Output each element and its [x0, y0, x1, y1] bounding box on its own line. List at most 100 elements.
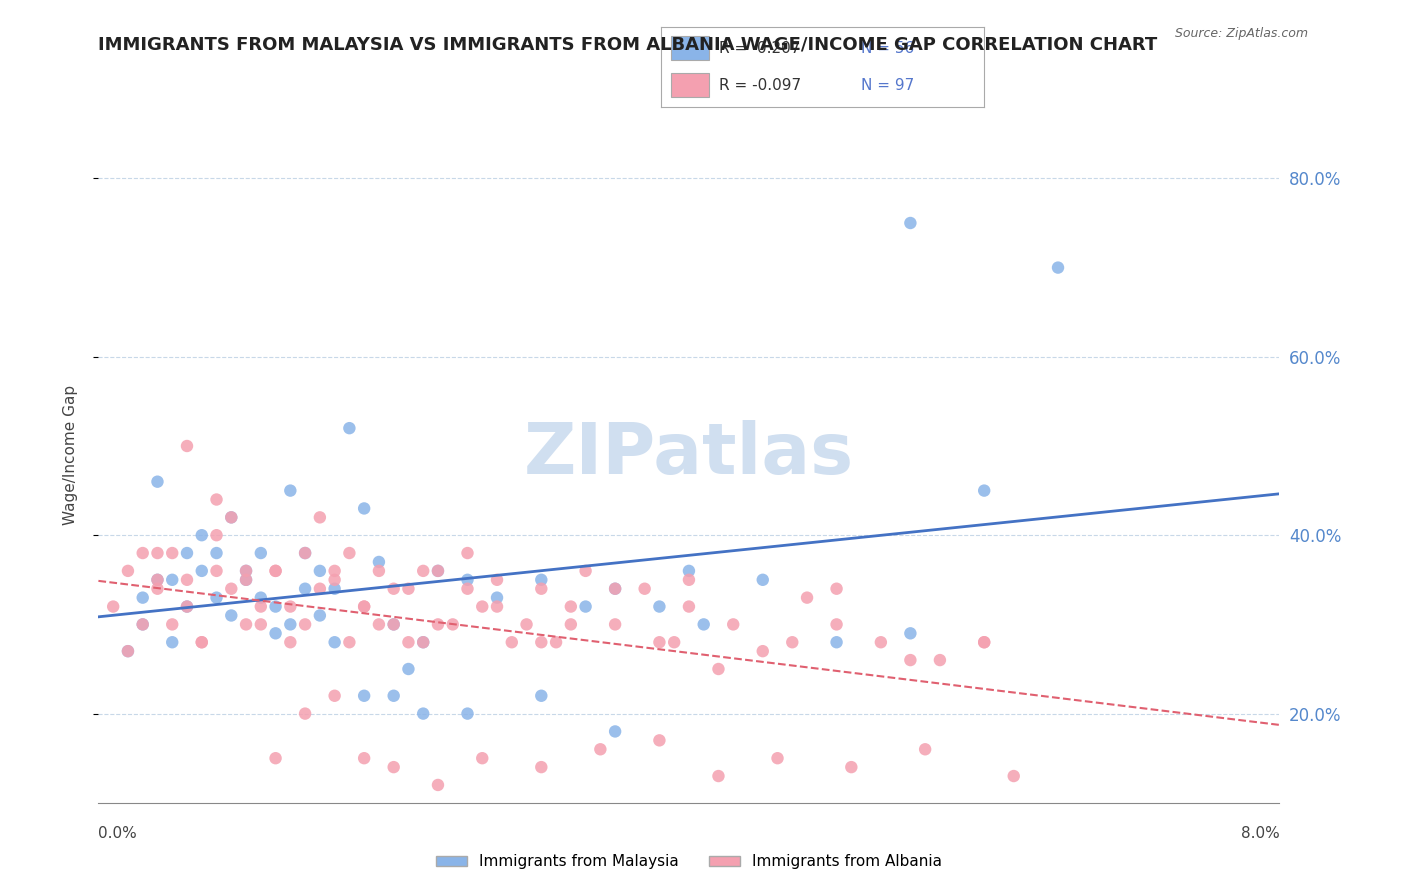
Point: [574, 599, 596, 614]
Point: [294, 546, 316, 560]
Text: 8.0%: 8.0%: [1240, 827, 1279, 841]
Point: [471, 599, 494, 614]
Point: [205, 492, 228, 507]
Point: [205, 591, 228, 605]
Point: [353, 501, 375, 516]
Point: [205, 528, 228, 542]
Point: [707, 769, 730, 783]
Point: [426, 564, 449, 578]
Point: [633, 582, 655, 596]
Point: [250, 546, 273, 560]
Point: [412, 635, 434, 649]
Point: [367, 564, 389, 578]
Point: [146, 573, 169, 587]
Point: [353, 599, 375, 614]
Point: [530, 689, 553, 703]
Point: [162, 546, 183, 560]
Point: [308, 582, 332, 596]
Point: [176, 599, 198, 614]
Point: [900, 626, 922, 640]
Point: [353, 599, 375, 614]
Point: [471, 751, 494, 765]
Point: [308, 564, 332, 578]
Point: [825, 582, 848, 596]
Point: [191, 564, 214, 578]
Point: [353, 751, 375, 765]
Text: N = 97: N = 97: [862, 78, 914, 93]
Point: [117, 644, 139, 658]
Point: [278, 617, 302, 632]
Point: [294, 617, 316, 632]
Point: [412, 564, 434, 578]
Point: [723, 617, 745, 632]
Point: [605, 617, 627, 632]
Point: [973, 483, 995, 498]
Point: [250, 617, 273, 632]
Point: [456, 706, 478, 721]
Point: [426, 617, 449, 632]
Point: [191, 635, 214, 649]
Point: [900, 216, 922, 230]
Point: [396, 582, 419, 596]
Point: [692, 617, 714, 632]
Point: [219, 608, 242, 623]
Point: [973, 635, 995, 649]
Point: [530, 635, 553, 649]
Point: [382, 582, 405, 596]
Point: [382, 689, 405, 703]
Point: [132, 546, 155, 560]
Point: [219, 510, 242, 524]
Text: 0.0%: 0.0%: [98, 827, 138, 841]
Point: [839, 760, 862, 774]
Point: [678, 599, 700, 614]
Point: [367, 617, 389, 632]
Point: [560, 617, 582, 632]
Point: [294, 582, 316, 596]
Point: [426, 778, 449, 792]
Point: [382, 760, 405, 774]
Point: [278, 599, 302, 614]
Point: [782, 635, 804, 649]
Point: [900, 653, 922, 667]
Point: [825, 635, 848, 649]
Point: [928, 653, 950, 667]
Point: [278, 635, 302, 649]
Point: [132, 591, 155, 605]
Text: ZIPatlas: ZIPatlas: [524, 420, 853, 490]
Y-axis label: Wage/Income Gap: Wage/Income Gap: [63, 384, 77, 525]
Point: [176, 439, 198, 453]
Point: [367, 555, 389, 569]
Point: [456, 546, 478, 560]
Point: [382, 617, 405, 632]
Point: [412, 635, 434, 649]
Point: [250, 591, 273, 605]
Point: [751, 573, 773, 587]
Point: [648, 635, 671, 649]
Point: [751, 644, 773, 658]
Point: [914, 742, 936, 756]
Point: [486, 591, 509, 605]
Point: [323, 635, 346, 649]
Point: [162, 635, 183, 649]
Text: IMMIGRANTS FROM MALAYSIA VS IMMIGRANTS FROM ALBANIA WAGE/INCOME GAP CORRELATION : IMMIGRANTS FROM MALAYSIA VS IMMIGRANTS F…: [98, 36, 1157, 54]
Point: [308, 510, 332, 524]
Point: [766, 751, 789, 765]
FancyBboxPatch shape: [671, 73, 709, 97]
Point: [530, 573, 553, 587]
Text: N = 56: N = 56: [862, 41, 914, 56]
Point: [146, 582, 169, 596]
Point: [796, 591, 818, 605]
Point: [486, 573, 509, 587]
Point: [382, 617, 405, 632]
Point: [323, 689, 346, 703]
Point: [337, 635, 360, 649]
Point: [117, 644, 139, 658]
Point: [825, 617, 848, 632]
Point: [162, 617, 183, 632]
Point: [176, 546, 198, 560]
Point: [278, 483, 302, 498]
Point: [664, 635, 686, 649]
Point: [973, 635, 995, 649]
Point: [146, 546, 169, 560]
Point: [530, 582, 553, 596]
